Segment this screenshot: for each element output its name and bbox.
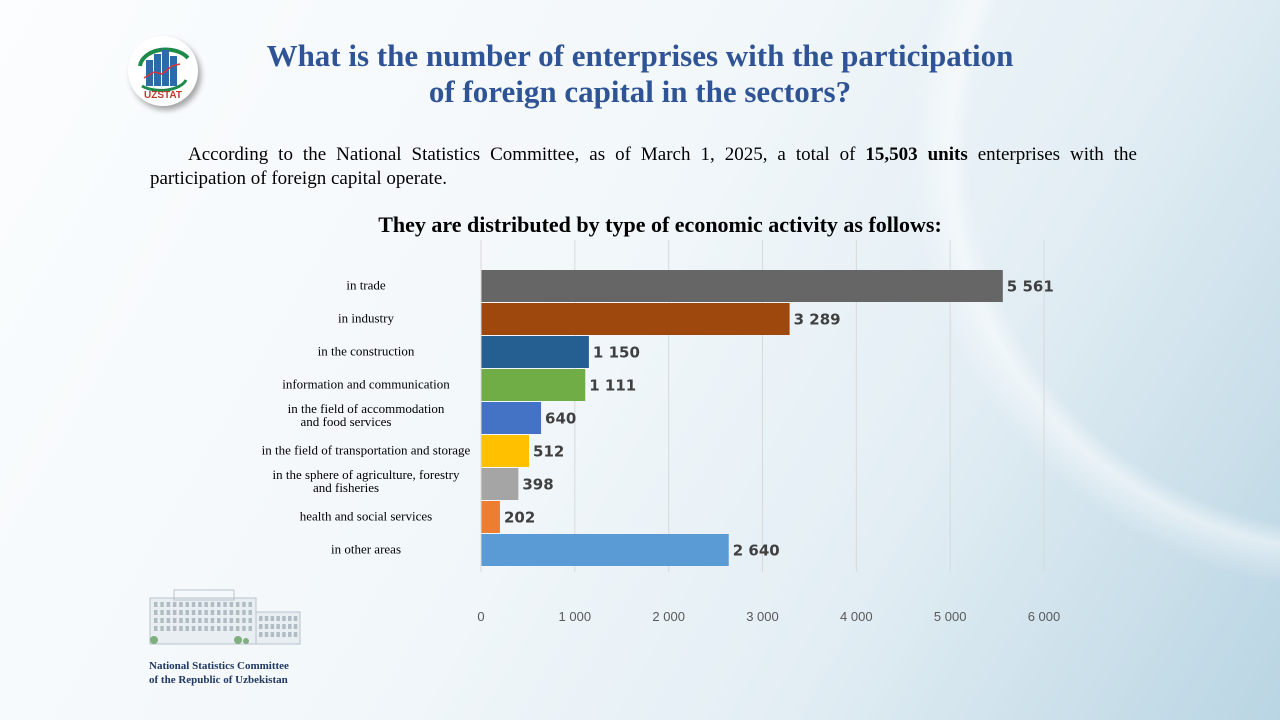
bar <box>481 435 530 467</box>
data-label: 512 <box>533 443 564 461</box>
category-label: in the construction <box>318 344 415 359</box>
category-label: information and communication <box>282 377 450 392</box>
data-label: 1 150 <box>593 344 640 362</box>
title-line-2: of foreign capital in the sectors? <box>428 74 852 109</box>
chart-subtitle: They are distributed by type of economic… <box>378 212 942 237</box>
bar <box>481 303 790 335</box>
data-label: 202 <box>504 509 535 527</box>
category-label: in industry <box>338 311 394 326</box>
title-line-1: What is the number of enterprises with t… <box>266 38 1014 73</box>
x-tick-label: 1 000 <box>559 609 592 624</box>
intro-paragraph: According to the National Statistics Com… <box>150 143 1137 191</box>
page-title: What is the number of enterprises with t… <box>200 38 1080 110</box>
x-tick-label: 0 <box>477 609 484 624</box>
bar <box>481 501 500 533</box>
footer-line-2: of the Republic of Uzbekistan <box>149 674 288 686</box>
x-tick-label: 5 000 <box>934 609 967 624</box>
logo-text: UZSTAT <box>144 90 182 101</box>
footer-organization: National Statistics Committee of the Rep… <box>149 659 289 687</box>
category-label: in trade <box>346 278 386 293</box>
intro-text: According to the National Statistics Com… <box>188 144 866 165</box>
category-label: and fisheries <box>313 480 379 495</box>
x-tick-label: 4 000 <box>840 609 873 624</box>
category-label: health and social services <box>300 509 432 524</box>
bar <box>481 402 542 434</box>
data-label: 640 <box>545 410 576 428</box>
x-tick-label: 2 000 <box>652 609 685 624</box>
category-label: in the sphere of agriculture, forestry <box>273 467 460 482</box>
bar <box>481 369 586 401</box>
bar <box>481 336 589 368</box>
x-tick-label: 3 000 <box>746 609 779 624</box>
data-label: 3 289 <box>794 311 841 329</box>
building-illustration <box>149 589 301 645</box>
total-count: 15,503 units <box>865 144 968 165</box>
bar <box>481 270 1003 302</box>
data-label: 5 561 <box>1007 278 1054 296</box>
data-label: 2 640 <box>733 542 780 560</box>
bar <box>481 468 519 500</box>
category-label: in other areas <box>331 542 401 557</box>
category-label: in the field of transportation and stora… <box>262 443 471 458</box>
x-tick-label: 6 000 <box>1028 609 1061 624</box>
category-label: and food services <box>301 414 392 429</box>
data-label: 398 <box>522 476 553 494</box>
footer-line-1: National Statistics Committee <box>149 660 289 672</box>
bar <box>481 534 729 566</box>
uzstat-logo: UZSTAT <box>128 36 198 106</box>
category-label: in the field of accommodation <box>288 401 445 416</box>
data-label: 1 111 <box>589 377 636 395</box>
intro-text-end: enterprises with the participation of fo… <box>150 144 1137 189</box>
